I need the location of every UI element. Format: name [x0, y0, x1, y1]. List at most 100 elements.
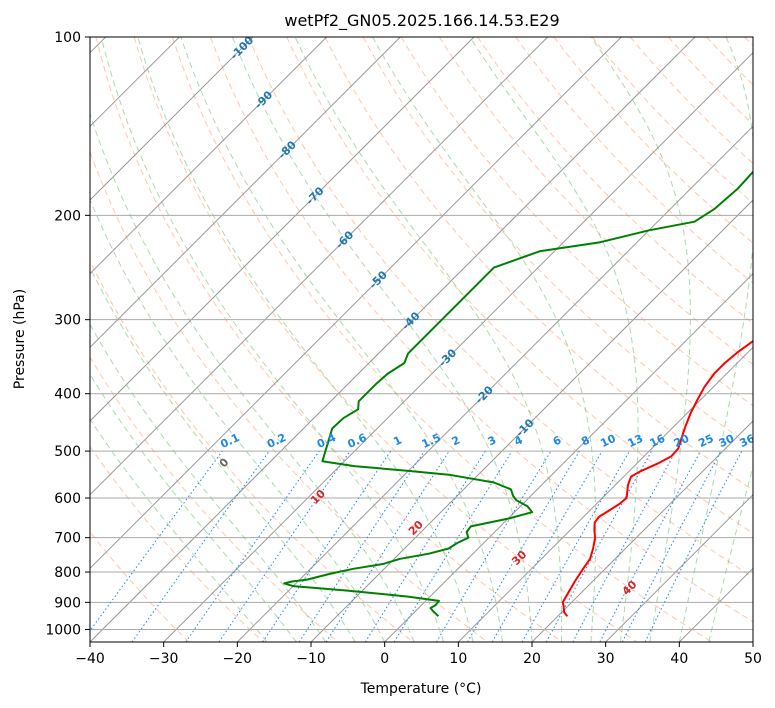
- dry-adiabat-line: [744, 37, 753, 47]
- dry-adiabat-line: [248, 37, 753, 578]
- moist-adiabat-line: [90, 112, 415, 642]
- isotherm-line: [90, 37, 401, 349]
- y-tick-label: 400: [54, 387, 81, 403]
- dry-adiabat-line: [438, 37, 753, 366]
- mixing-ratio-label: 0.6: [346, 431, 369, 451]
- dewpoint-profile-line: [283, 170, 753, 617]
- x-tick-label: 50: [744, 651, 762, 667]
- mixing-ratio-line: [435, 450, 552, 642]
- y-tick-label: 500: [54, 444, 81, 460]
- dry-adiabat-label: 40: [620, 578, 640, 598]
- dry-adiabat-line: [90, 356, 339, 642]
- dry-adiabat-line: [477, 37, 753, 325]
- isotherm-line: [531, 420, 753, 642]
- x-tick-label: 10: [449, 651, 467, 667]
- mixing-ratio-label: 20: [672, 432, 692, 450]
- dry-adiabat-label: 20: [406, 518, 426, 538]
- mixing-ratio-label: 1: [391, 433, 403, 448]
- moist-adiabat-line: [469, 37, 639, 642]
- x-tick-label: 0: [380, 651, 389, 667]
- mixing-ratio-label: 10: [598, 432, 618, 450]
- mixing-ratio-line: [298, 450, 425, 642]
- isotherm-line: [384, 272, 753, 642]
- moist-adiabat-line: [90, 373, 297, 642]
- x-tick-label: −20: [223, 651, 253, 667]
- moist-adiabat-line: [590, 37, 691, 642]
- moist-adiabat-line: [372, 37, 597, 642]
- y-tick-label: 300: [54, 313, 81, 329]
- isotherm-line: [163, 51, 753, 642]
- isotherm-line: [236, 125, 753, 642]
- moist-adiabat-line: [137, 37, 474, 642]
- isotherm-line: [90, 37, 696, 642]
- dry-adiabat-line: [668, 37, 753, 125]
- dry-adiabat-line: [90, 531, 190, 642]
- moist-adiabat-line: [231, 37, 533, 642]
- axis-ticks: −40 −30 −20 −10 0 10 20 30 40 5010020030040050060…: [45, 30, 762, 667]
- y-tick-label: 200: [54, 208, 81, 224]
- x-tick-label: −30: [149, 651, 179, 667]
- dry-adiabat-line: [95, 37, 563, 642]
- dry-adiabat-label: 0: [217, 455, 232, 470]
- isotherm-line: [457, 346, 753, 642]
- moist-adiabat-line: [180, 37, 503, 642]
- mixing-ratio-label: 6: [551, 433, 564, 448]
- moist-adiabat-line: [90, 418, 268, 642]
- mixing-ratio-label: 13: [626, 432, 645, 450]
- mixing-ratio-line: [644, 450, 743, 642]
- y-tick-label: 1000: [45, 622, 81, 638]
- isotherm-line: [310, 199, 753, 642]
- y-tick-label: 600: [54, 491, 81, 507]
- mixing-ratio-line: [90, 450, 223, 632]
- x-axis-label: Temperature (°C): [360, 681, 482, 697]
- x-tick-label: 30: [597, 651, 615, 667]
- x-tick-label: −10: [296, 651, 326, 667]
- isotherm-line: [90, 37, 549, 496]
- isotherm-line: [752, 641, 753, 642]
- isotherm-line: [90, 37, 475, 422]
- moist-adiabat-line: [294, 37, 563, 642]
- dry-adiabat-line: [591, 37, 753, 204]
- chart-title: wetPf2_GN05.2025.166.14.53.E29: [284, 11, 559, 31]
- mixing-ratio-label: 30: [717, 432, 737, 450]
- moist-adiabat-line: [708, 464, 753, 642]
- isotherm-line: [90, 37, 254, 201]
- dry-adiabat-line: [324, 37, 753, 491]
- moist-adiabat-line: [678, 37, 753, 642]
- dry-adiabat-label: 10: [308, 487, 328, 507]
- mixing-ratio-label: 16: [648, 432, 668, 450]
- temperature-profile-line: [561, 339, 753, 617]
- mixing-ratio-line: [185, 450, 320, 642]
- x-tick-label: −40: [75, 651, 105, 667]
- dry-adiabat-line: [553, 37, 753, 244]
- mixing-ratio-line: [218, 450, 351, 642]
- mixing-ratio-line: [545, 450, 653, 642]
- isotherm-line: [605, 493, 753, 642]
- mixing-ratio-line: [393, 450, 513, 642]
- mixing-ratio-label: 0.1: [218, 431, 241, 451]
- dry-adiabat-line: [133, 37, 638, 642]
- mixing-ratio-line: [325, 450, 450, 642]
- mixing-ratio-line: [599, 450, 701, 642]
- mixing-ratio-line: [262, 450, 392, 642]
- mixing-ratio-label: 36: [737, 432, 757, 450]
- moist-adiabat-line: [90, 198, 386, 642]
- x-tick-label: 20: [523, 651, 541, 667]
- y-axis-label: Pressure (hPa): [12, 289, 28, 389]
- mixing-ratio-line: [572, 450, 677, 642]
- dry-adiabat-line: [210, 37, 753, 623]
- isotherm-line: [90, 37, 328, 275]
- y-tick-label: 700: [54, 531, 81, 547]
- data-series: [283, 170, 753, 617]
- dry-adiabat-line: [90, 445, 264, 642]
- line-labels: -100-90-80-70-60-50-40-30-20-100.1 0.2 0.4…: [217, 37, 757, 598]
- x-tick-label: 40: [670, 651, 688, 667]
- mixing-ratio-label: 25: [696, 432, 715, 450]
- y-tick-label: 900: [54, 595, 81, 611]
- y-tick-label: 100: [54, 30, 81, 46]
- mixing-ratio-label: 1.5: [420, 431, 443, 451]
- mixing-ratio-label: 8: [579, 433, 591, 448]
- dry-adiabat-line: [706, 37, 753, 86]
- y-tick-label: 800: [54, 565, 81, 581]
